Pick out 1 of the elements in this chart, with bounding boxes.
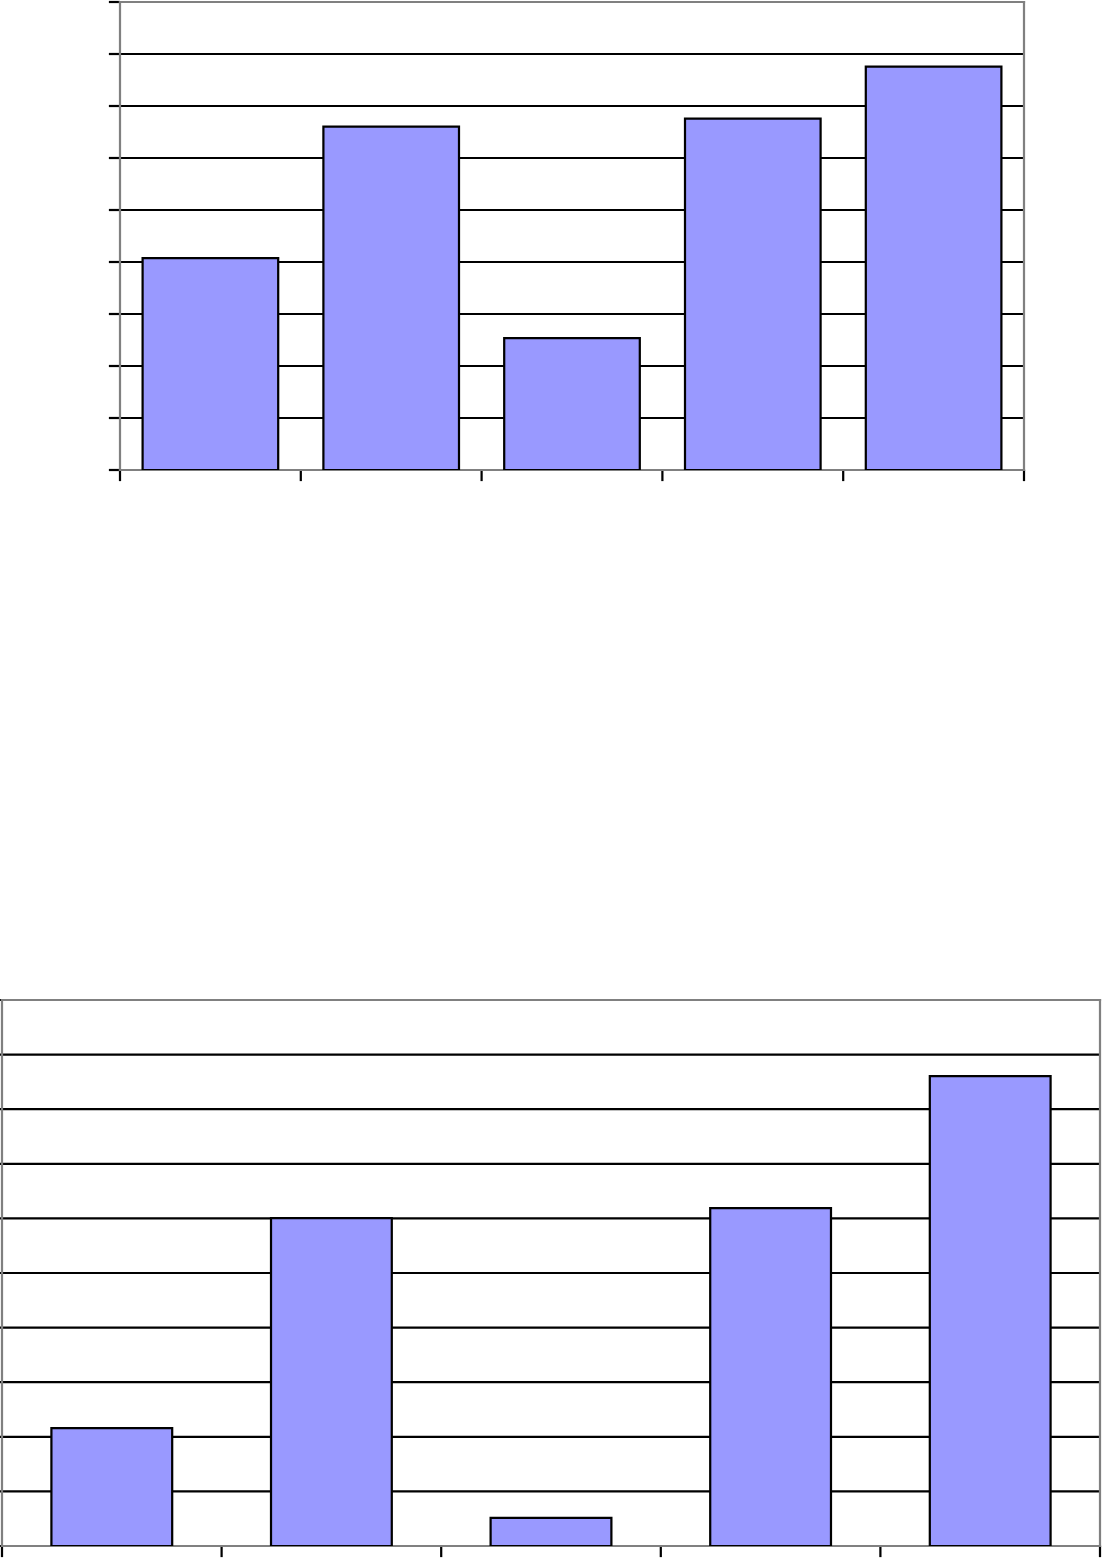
bar bbox=[489, 1516, 613, 1546]
